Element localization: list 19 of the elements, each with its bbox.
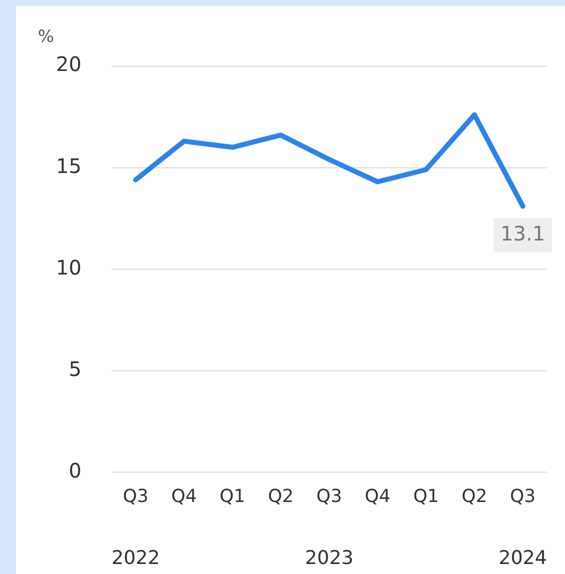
y-tick-label: 15 (56, 154, 82, 178)
y-tick-label: 20 (56, 52, 82, 76)
data-label: 13.1 (500, 221, 546, 246)
x-tick-label: Q3 (316, 486, 342, 507)
x-tick-label: Q4 (364, 486, 390, 507)
text: 2024 (498, 547, 547, 569)
x-tick-label: Q2 (462, 486, 488, 507)
x-tick-label: Q1 (220, 486, 246, 507)
y-axis-title: % (38, 26, 54, 47)
text: 2022 (111, 547, 160, 569)
text: 2023 (305, 547, 354, 569)
y-tick-label: 0 (68, 458, 82, 483)
x-tick-label: Q2 (268, 486, 294, 507)
y-tick-label: 10 (56, 255, 82, 280)
x-tick-label: Q4 (171, 486, 197, 507)
x-tick-label: Q1 (413, 486, 439, 507)
x-tick-label: Q3 (510, 486, 536, 507)
y-tick-label: 5 (68, 357, 82, 382)
x-tick-label: Q3 (122, 486, 148, 507)
